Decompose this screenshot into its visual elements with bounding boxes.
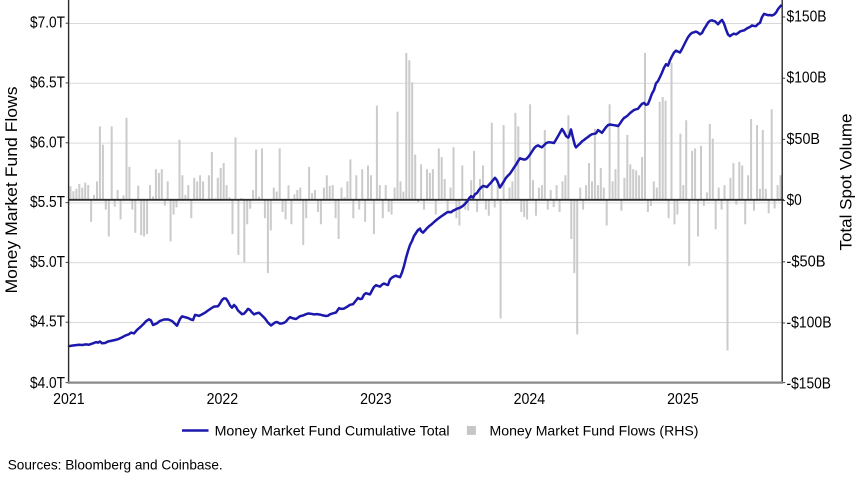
svg-text:$0: $0 <box>787 192 802 209</box>
svg-text:Money Market Fund Flows: Money Market Fund Flows <box>2 87 21 294</box>
svg-text:-$150B: -$150B <box>787 376 832 393</box>
svg-text:$6.0T: $6.0T <box>30 134 65 151</box>
svg-text:-$50B: -$50B <box>787 253 826 270</box>
svg-text:Total Spot Volume: Total Spot Volume <box>837 113 856 250</box>
svg-text:Money Market Fund Cumulative T: Money Market Fund Cumulative Total <box>215 422 450 438</box>
svg-text:Sources: Bloomberg and Coinbas: Sources: Bloomberg and Coinbase. <box>8 457 223 473</box>
svg-text:$50B: $50B <box>787 131 821 148</box>
svg-text:$4.5T: $4.5T <box>30 314 65 331</box>
svg-text:$150B: $150B <box>787 9 827 26</box>
svg-text:2021: 2021 <box>53 391 85 408</box>
svg-text:$5.5T: $5.5T <box>30 194 65 211</box>
svg-text:2024: 2024 <box>514 391 546 408</box>
svg-text:-$100B: -$100B <box>787 315 832 332</box>
svg-text:$4.0T: $4.0T <box>30 375 65 392</box>
svg-text:$7.0T: $7.0T <box>30 15 65 32</box>
svg-text:Money Market Fund Flows (RHS): Money Market Fund Flows (RHS) <box>490 422 699 438</box>
svg-text:2023: 2023 <box>360 391 392 408</box>
svg-text:$5.0T: $5.0T <box>30 254 65 271</box>
svg-text:$6.5T: $6.5T <box>30 74 65 91</box>
svg-text:2025: 2025 <box>667 391 699 408</box>
svg-text:$100B: $100B <box>787 70 827 87</box>
svg-text:2022: 2022 <box>207 391 239 408</box>
